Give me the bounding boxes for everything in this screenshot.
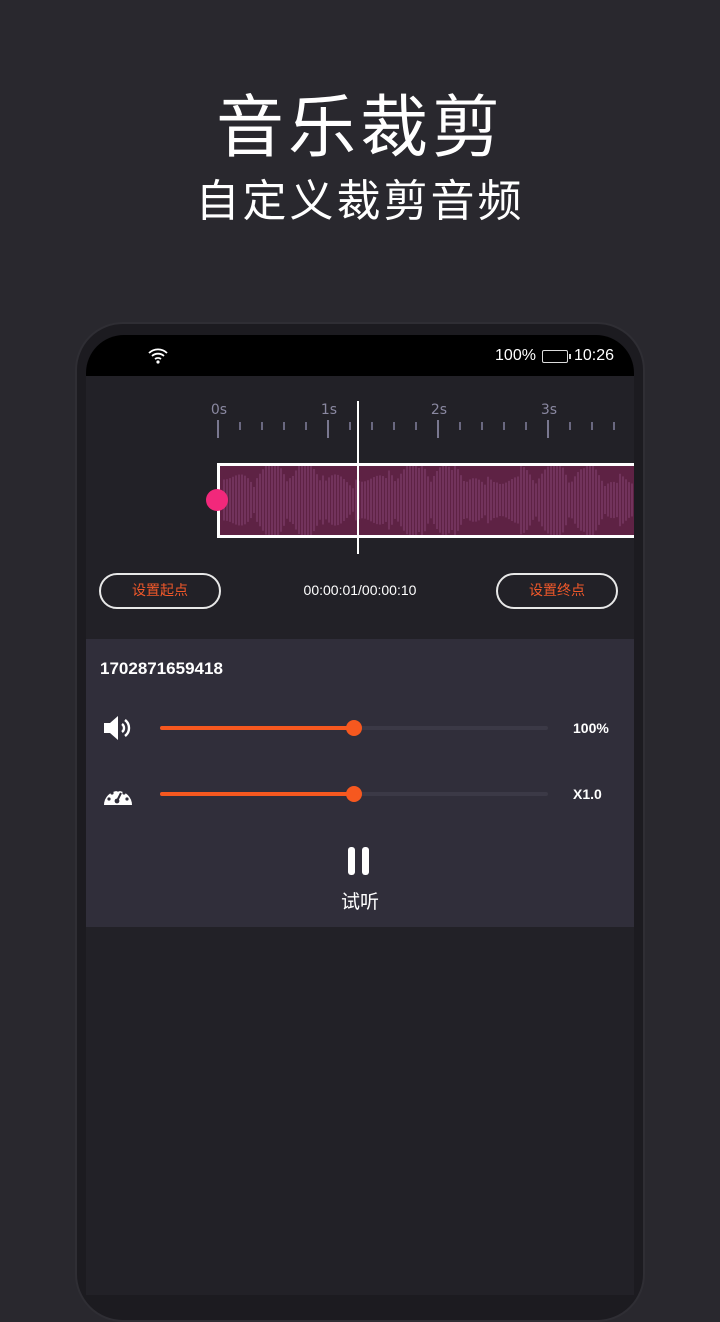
speed-slider[interactable]	[160, 786, 548, 802]
speedometer-icon	[104, 788, 132, 805]
volume-value: 100%	[573, 720, 609, 736]
ruler-tick	[503, 422, 505, 430]
ruler-tick	[569, 422, 571, 430]
time-readout: 00:00:01/00:00:10	[303, 582, 417, 598]
ruler-tick	[349, 422, 351, 430]
file-name: 1702871659418	[100, 659, 223, 678]
start-handle[interactable]	[206, 489, 228, 511]
ruler-label: 3s	[540, 402, 558, 418]
ruler-tick	[437, 420, 439, 438]
promo-subtitle: 自定义裁剪音频	[195, 176, 525, 227]
speed-fill	[160, 792, 354, 796]
status-right: 100% 10:26	[495, 347, 614, 365]
volume-slider[interactable]	[160, 720, 548, 736]
preview-label[interactable]: 试听	[340, 891, 379, 913]
ruler-tick	[393, 422, 395, 430]
ruler-tick	[371, 422, 373, 430]
waveform[interactable]	[217, 463, 634, 538]
volume-thumb[interactable]	[346, 720, 362, 736]
volume-icon	[104, 716, 131, 740]
control-panel: 1702871659418 100% X1.0 试听	[86, 639, 634, 927]
ruler-tick	[261, 422, 263, 430]
ruler-tick	[217, 420, 219, 438]
playhead[interactable]	[357, 401, 359, 554]
phone-screen: 100% 10:26 0s 1s 2s 3s 设置起点 00:00:01/00:00:…	[86, 335, 634, 1295]
ruler-tick	[525, 422, 527, 430]
ruler-label: 0s	[210, 402, 228, 418]
battery-percent: 100%	[495, 347, 536, 364]
ruler-tick	[305, 422, 307, 430]
ruler-label: 1s	[320, 402, 338, 418]
ruler-tick	[591, 422, 593, 430]
volume-fill	[160, 726, 354, 730]
ruler-tick	[459, 422, 461, 430]
pause-icon[interactable]	[348, 847, 370, 875]
speed-thumb[interactable]	[346, 786, 362, 802]
set-start-button[interactable]: 设置起点	[99, 573, 221, 609]
ruler-label: 2s	[430, 402, 448, 418]
status-bar: 100% 10:26	[86, 335, 634, 376]
promo-title: 音乐裁剪	[215, 89, 504, 168]
waveform-bars	[220, 466, 633, 535]
wifi-icon	[148, 348, 168, 364]
clock: 10:26	[573, 347, 614, 364]
ruler-tick	[239, 422, 241, 430]
ruler-tick	[613, 422, 615, 430]
set-end-button[interactable]: 设置终点	[496, 573, 618, 609]
ruler-tick	[327, 420, 329, 438]
speed-value: X1.0	[573, 786, 602, 802]
battery-charging-icon	[541, 349, 571, 363]
ruler-tick	[547, 420, 549, 438]
ruler-tick	[481, 422, 483, 430]
ruler-tick	[283, 422, 285, 430]
ruler-tick	[415, 422, 417, 430]
